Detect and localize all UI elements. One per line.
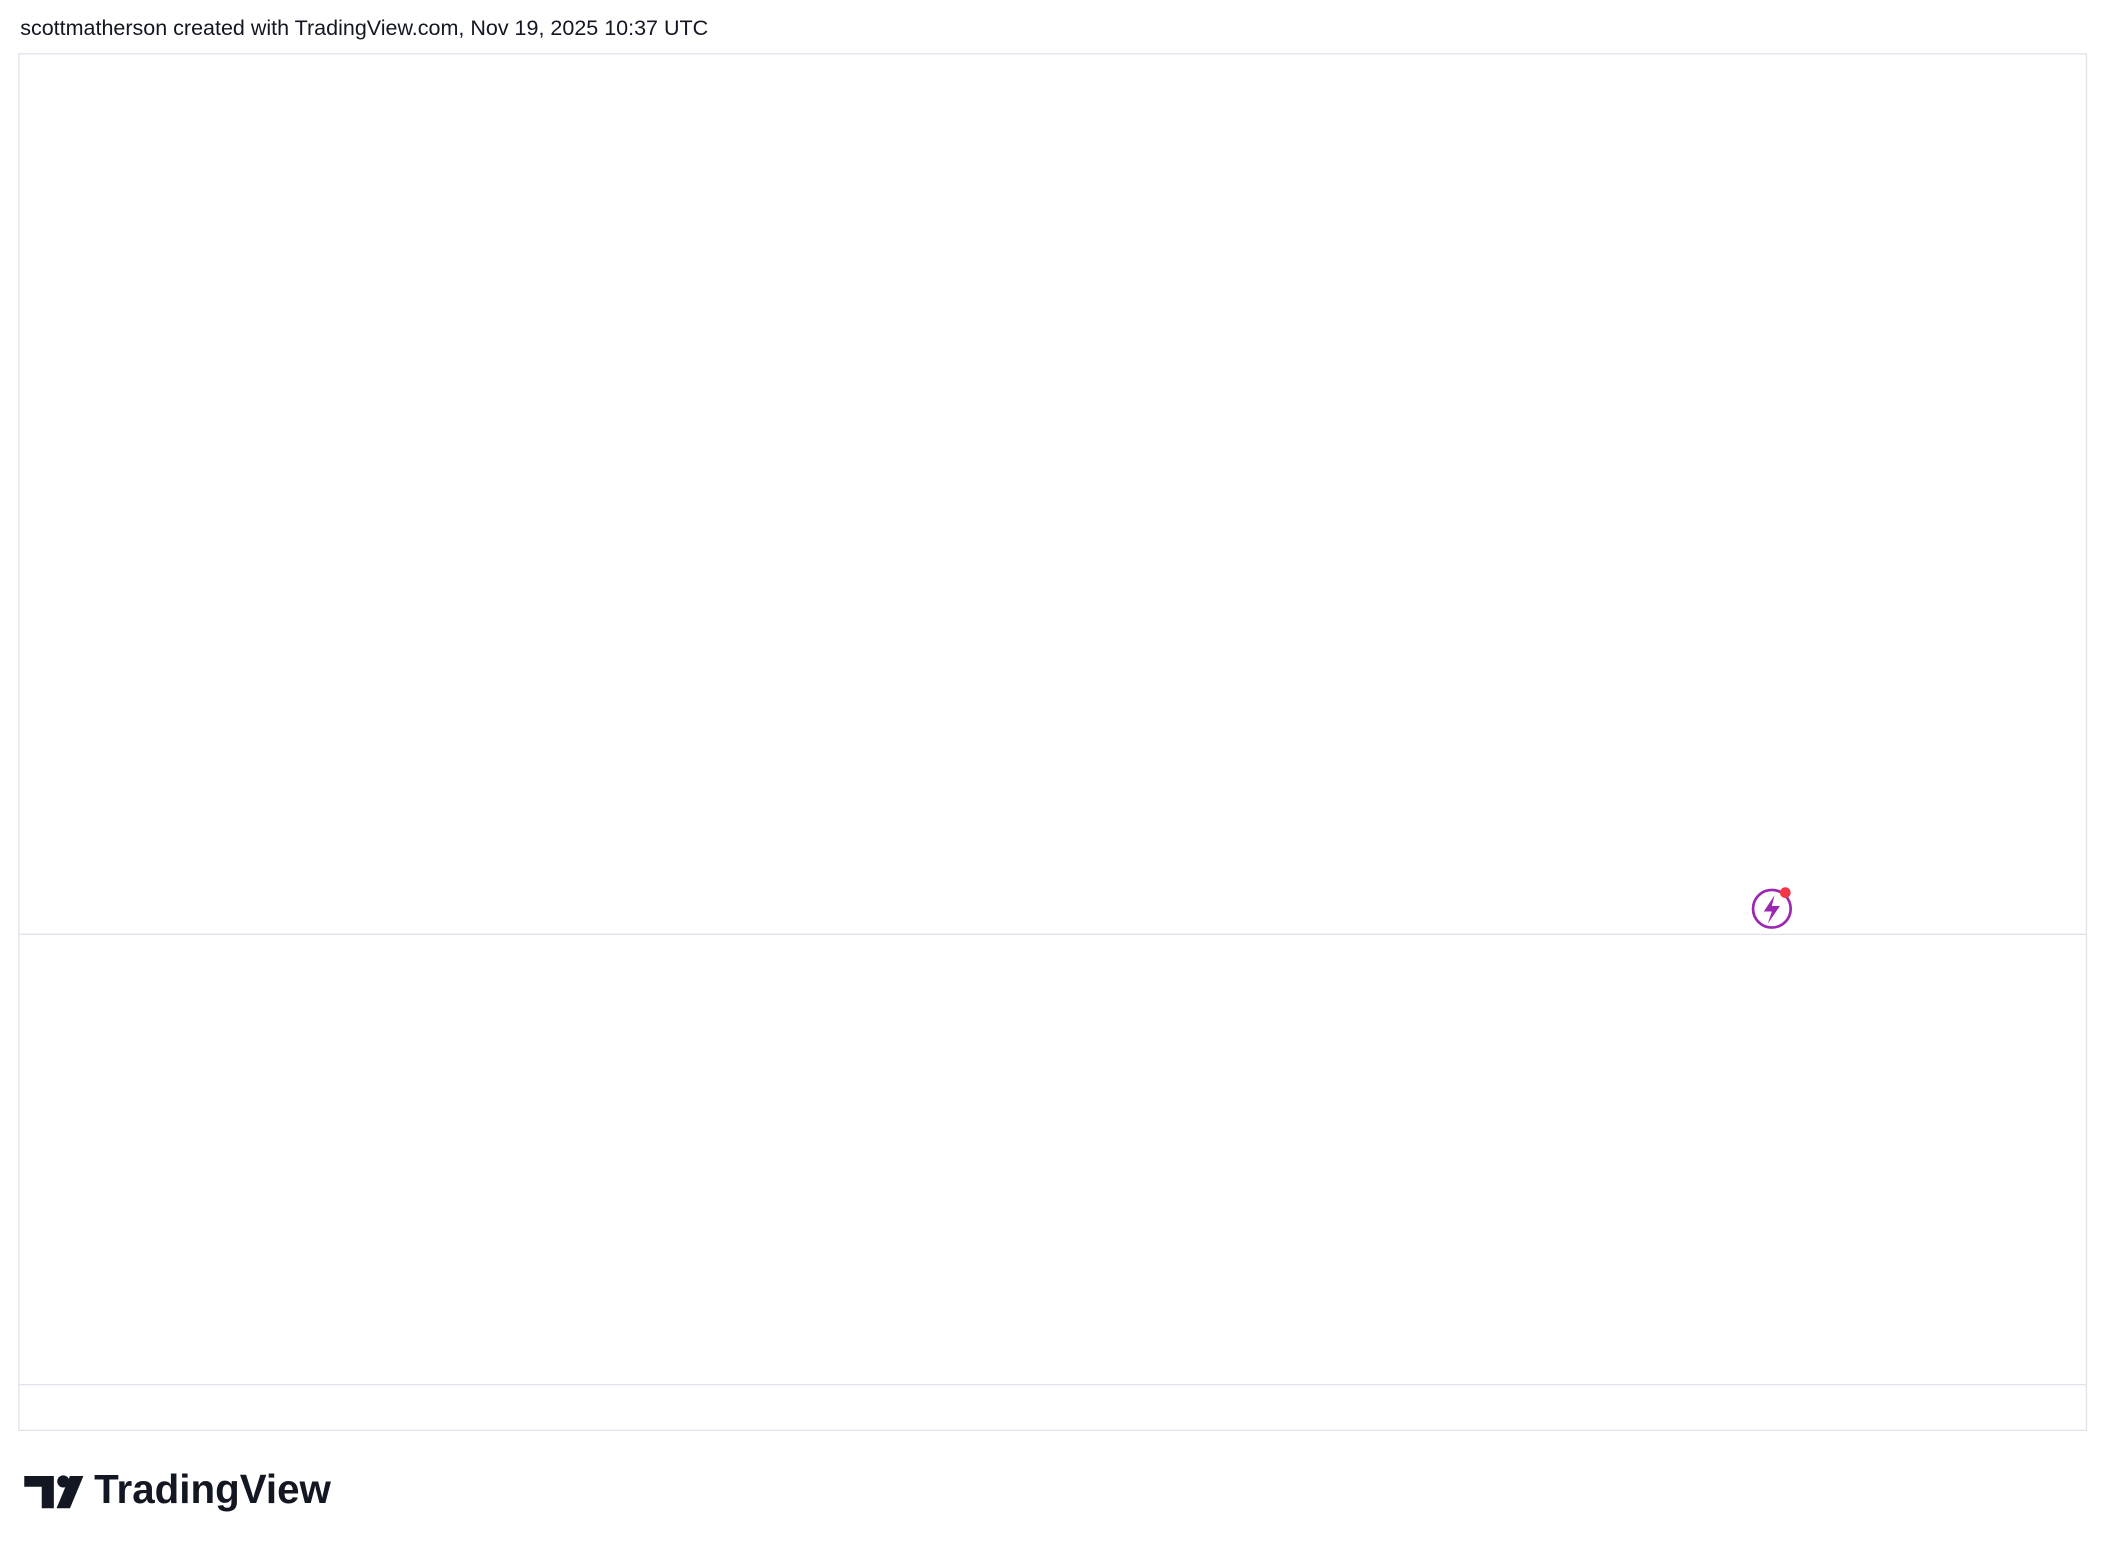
alert-dot	[1779, 887, 1791, 898]
attribution: scottmatherson created with TradingView.…	[20, 16, 708, 40]
frame	[18, 53, 2088, 1432]
brand: TradingView	[94, 1466, 331, 1512]
alert-bolt	[1763, 895, 1780, 924]
brand-logo	[24, 1475, 84, 1509]
